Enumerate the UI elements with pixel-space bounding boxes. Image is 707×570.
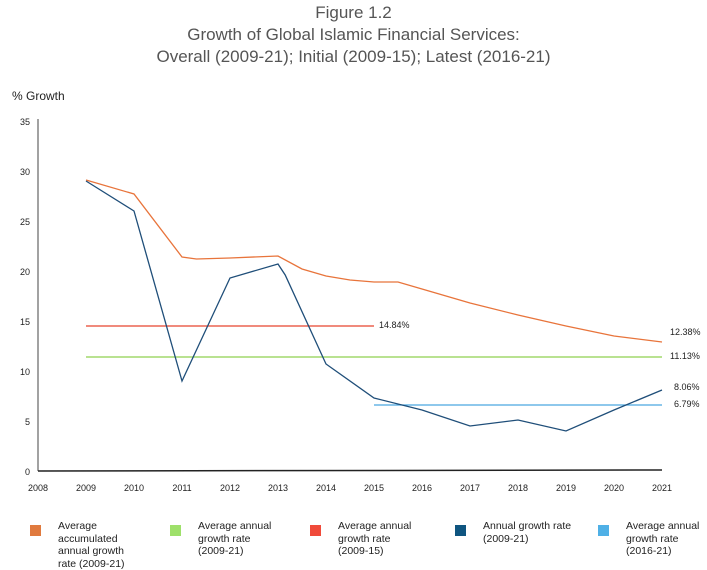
chart-title: Figure 1.2 Growth of Global Islamic Fina… [0, 2, 707, 68]
x-tick-label: 2019 [556, 483, 576, 493]
y-axis-label: % Growth [12, 89, 65, 103]
legend-swatch [170, 525, 181, 536]
data-label: 8.06% [674, 382, 700, 392]
x-tick-label: 2014 [316, 483, 336, 493]
data-label: 6.79% [674, 399, 700, 409]
x-tick-label: 2011 [172, 483, 191, 493]
title-line-3: Overall (2009-21); Initial (2009-15); La… [156, 47, 551, 66]
x-tick-label: 2008 [28, 483, 48, 493]
y-tick-label: 5 [25, 417, 30, 427]
data-label: 11.13% [670, 351, 700, 361]
series-line [85, 180, 663, 432]
legend-label: Average accumulated annual growth rate (… [58, 520, 125, 570]
x-tick-label: 2020 [604, 483, 624, 493]
legend-swatch [455, 525, 466, 536]
legend: Average accumulated annual growth rate (… [0, 520, 707, 570]
legend-swatch [30, 525, 41, 536]
y-tick-label: 15 [20, 317, 30, 327]
legend-label: Average annual growth rate (2009-15) [338, 520, 412, 557]
y-tick-label: 25 [20, 217, 30, 227]
line-chart: % Growth 0 5 10 15 20 25 30 35 2008 2009 2010 2011 20… [12, 89, 701, 493]
title-line-2: Growth of Global Islamic Financial Servi… [187, 25, 520, 44]
x-tick-label: 2009 [76, 483, 96, 493]
y-tick-label: 30 [20, 167, 30, 177]
x-tick-label: 2015 [364, 483, 384, 493]
title-line-1: Figure 1.2 [315, 3, 392, 22]
x-axis [37, 469, 663, 472]
data-label: 12.38% [670, 327, 701, 337]
legend-swatch [598, 525, 609, 536]
x-tick-label: 2017 [460, 483, 480, 493]
x-tick-label: 2013 [268, 483, 288, 493]
legend-label: Average annual growth rate (2016-21) [626, 520, 700, 557]
y-tick-label: 0 [25, 467, 30, 477]
x-tick-label: 2012 [220, 483, 240, 493]
legend-label: Annual growth rate (2009-21) [483, 520, 572, 545]
x-tick-label: 2016 [412, 483, 432, 493]
y-tick-label: 20 [20, 267, 30, 277]
series-line [85, 179, 663, 343]
x-tick-label: 2018 [508, 483, 528, 493]
y-tick-label: 35 [20, 117, 30, 127]
legend-label: Average annual growth rate (2009-21) [198, 520, 272, 557]
legend-swatch [310, 525, 321, 536]
y-tick-label: 10 [20, 367, 30, 377]
x-tick-label: 2021 [652, 483, 672, 493]
data-label: 14.84% [379, 320, 410, 330]
x-tick-label: 2010 [124, 483, 144, 493]
